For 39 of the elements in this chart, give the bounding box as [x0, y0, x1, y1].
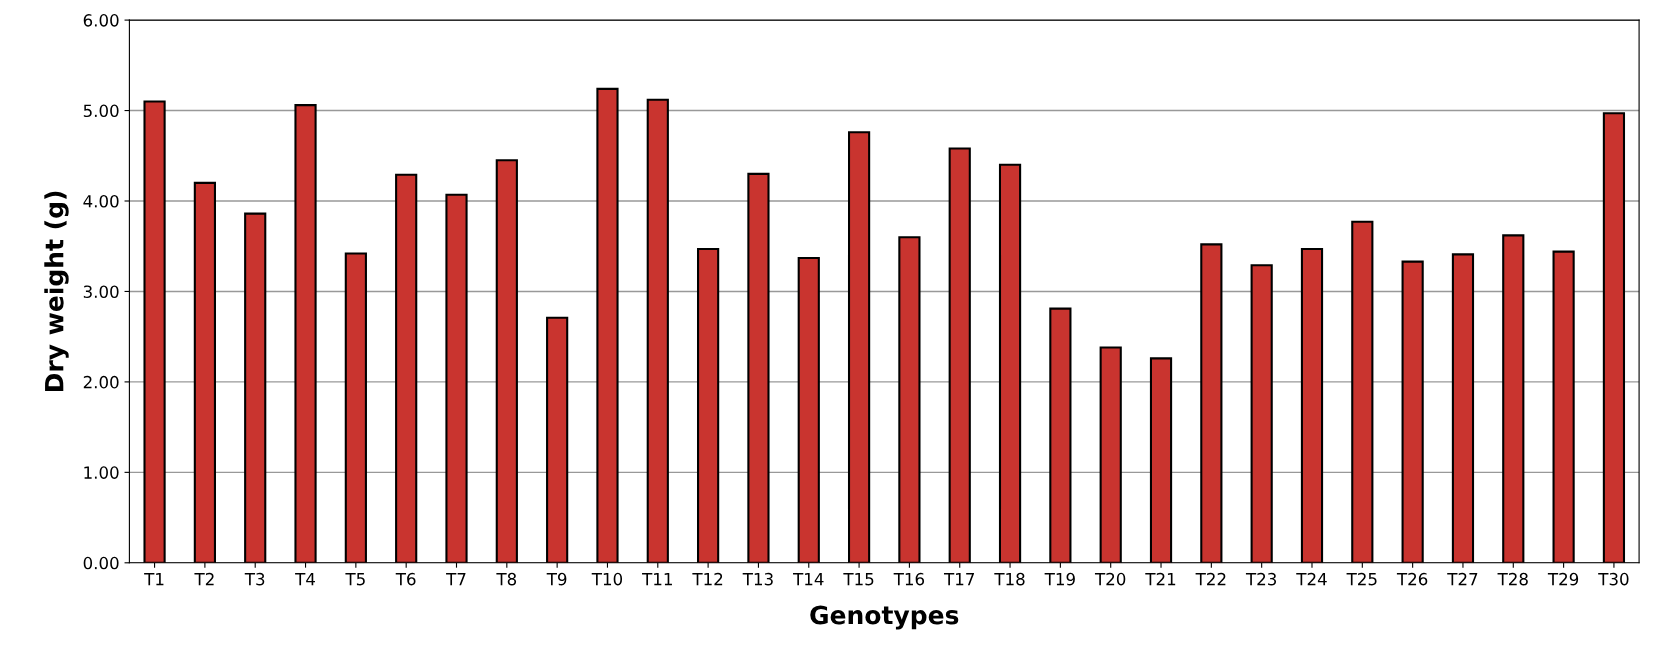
y-tick-label: 3.00: [83, 285, 119, 299]
x-tick-label: T12: [692, 572, 723, 586]
x-tick-label: T10: [591, 572, 623, 586]
x-tick-label: T3: [244, 572, 265, 586]
x-tick-label: T24: [1296, 572, 1327, 586]
x-tick-label: T27: [1447, 572, 1478, 586]
y-tick-label: 6.00: [83, 14, 119, 27]
x-tick-label: T9: [546, 572, 567, 586]
x-tick-label: T28: [1497, 572, 1528, 586]
x-tick-label: T29: [1547, 572, 1579, 586]
x-tick-label: T19: [1044, 572, 1075, 586]
y-tick-label: 4.00: [83, 194, 119, 208]
x-tick-label: T20: [1094, 572, 1126, 586]
x-tick-label: T15: [843, 573, 874, 586]
x-tick-label: T7: [446, 573, 466, 586]
y-tick-label: 5.00: [83, 104, 119, 118]
x-axis-title: Genotypes: [810, 605, 959, 630]
x-tick-label: T8: [496, 572, 517, 586]
y-tick-label: 1.00: [84, 466, 119, 479]
y-tick-label: 0.00: [83, 556, 119, 570]
x-tick-label: T5: [345, 573, 365, 586]
x-tick-label: T13: [742, 572, 773, 586]
x-tick-label: T16: [893, 572, 925, 586]
x-tick-label: T21: [1145, 572, 1176, 586]
x-tick-label: T22: [1195, 572, 1226, 586]
x-tick-label: T30: [1598, 572, 1629, 586]
y-tick-label: 2.00: [83, 375, 119, 389]
x-tick-label: T17: [943, 573, 974, 586]
y-axis-title: Dry weight (g): [44, 191, 69, 392]
x-tick-label: T6: [395, 572, 416, 586]
x-tick-label: T1: [144, 573, 164, 586]
x-tick-label: T26: [1396, 572, 1428, 586]
x-tick-label: T11: [642, 573, 672, 586]
x-tick-label: T18: [994, 572, 1025, 586]
x-tick-label: T2: [194, 572, 214, 586]
x-tick-label: T4: [295, 573, 315, 586]
x-tick-label: T25: [1346, 572, 1377, 586]
x-tick-label: T14: [793, 573, 824, 586]
x-tick-label: T23: [1245, 572, 1277, 586]
